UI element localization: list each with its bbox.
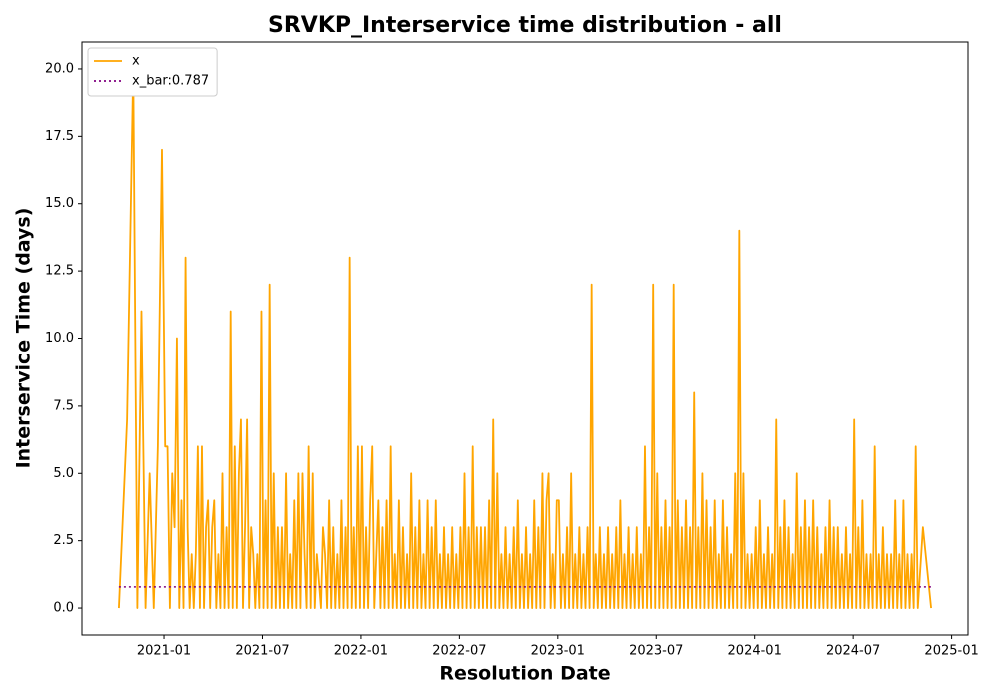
x-tick-label: 2021-01 (137, 644, 191, 659)
x-tick-label: 2022-01 (334, 644, 388, 659)
y-axis-label: Interservice Time (days) (13, 208, 35, 469)
x-tick-label: 2024-01 (728, 644, 782, 659)
x-tick-label: 2025-01 (924, 644, 978, 659)
legend-label: x (132, 54, 140, 69)
legend-label: x_bar:0.787 (132, 74, 209, 89)
y-tick-label: 12.5 (45, 264, 74, 279)
legend: x x_bar:0.787 (87, 47, 218, 97)
x-tick-label: 2021-07 (235, 644, 289, 659)
y-tick-label: 20.0 (45, 61, 74, 76)
x-tick-label: 2022-07 (432, 644, 486, 659)
y-tick-label: 15.0 (45, 196, 74, 211)
y-tick-label: 7.5 (53, 398, 74, 413)
y-tick-label: 5.0 (53, 466, 74, 481)
x-tick-label: 2024-07 (826, 644, 880, 659)
y-tick-label: 17.5 (45, 129, 74, 144)
y-tick-label: 0.0 (53, 601, 74, 616)
x-axis-label: Resolution Date (439, 663, 610, 685)
chart-title: SRVKP_Interservice time distribution - a… (268, 13, 782, 38)
x-tick-label: 2023-01 (531, 644, 585, 659)
y-tick-label: 2.5 (53, 533, 74, 548)
x-tick-label: 2023-07 (629, 644, 683, 659)
y-tick-label: 10.0 (45, 331, 74, 346)
data-line (118, 68, 932, 609)
legend-box (87, 47, 218, 97)
